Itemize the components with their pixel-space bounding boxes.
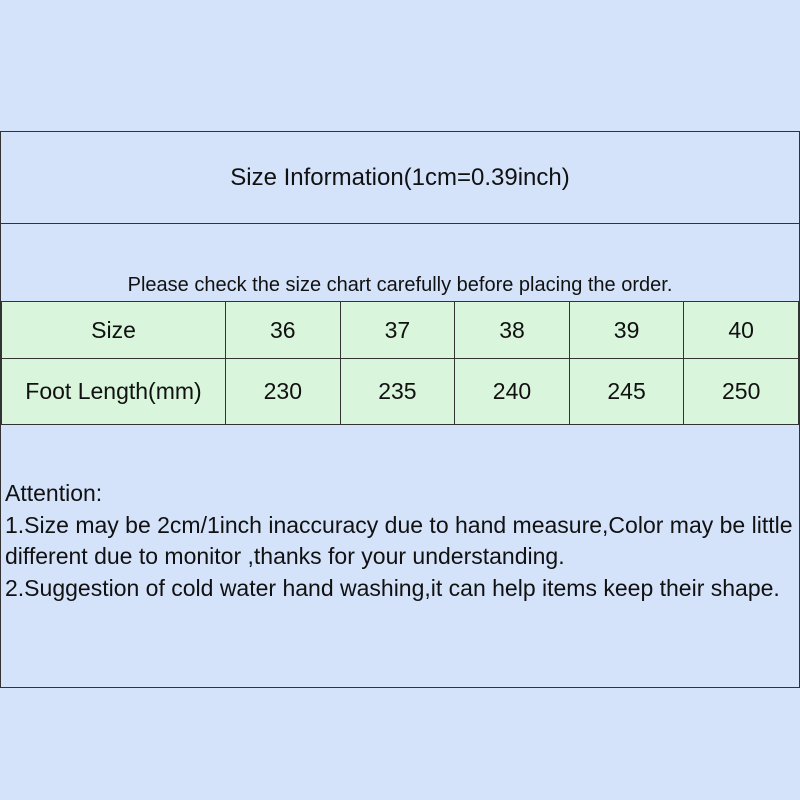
title: Size Information(1cm=0.39inch)	[1, 132, 799, 224]
note: Please check the size chart carefully be…	[127, 274, 673, 296]
table-cell: 245	[568, 358, 685, 425]
table-cell: 230	[225, 358, 341, 425]
table-row: Size 36 37 38 39 40	[1, 301, 799, 359]
table-cell: 250	[683, 358, 799, 425]
attention-line: 2.Suggestion of cold water hand washing,…	[5, 574, 780, 601]
size-table: Size 36 37 38 39 40 Foot Length(mm) 230 235 240 24…	[1, 301, 799, 425]
table-cell: Size	[1, 301, 226, 359]
table-cell: 39	[568, 301, 685, 359]
table-cell: Foot Length(mm)	[1, 358, 226, 425]
table-cell: 235	[339, 358, 456, 425]
table-row: Foot Length(mm) 230 235 240 245 250	[1, 358, 799, 425]
table-cell: 36	[225, 301, 341, 359]
attention-heading: Attention:	[5, 480, 103, 506]
attention-line: 1.Size may be 2cm/1inch inaccuracy due t…	[5, 511, 793, 570]
table-cell: 37	[339, 301, 456, 359]
table-cell: 240	[454, 358, 570, 425]
attention: Attention: 1.Size may be 2cm/1inch inacc…	[5, 478, 795, 604]
table-cell: 38	[454, 301, 570, 359]
size-chart: Size Information(1cm=0.39inch) Please ch…	[0, 131, 800, 688]
table-cell: 40	[683, 301, 799, 359]
